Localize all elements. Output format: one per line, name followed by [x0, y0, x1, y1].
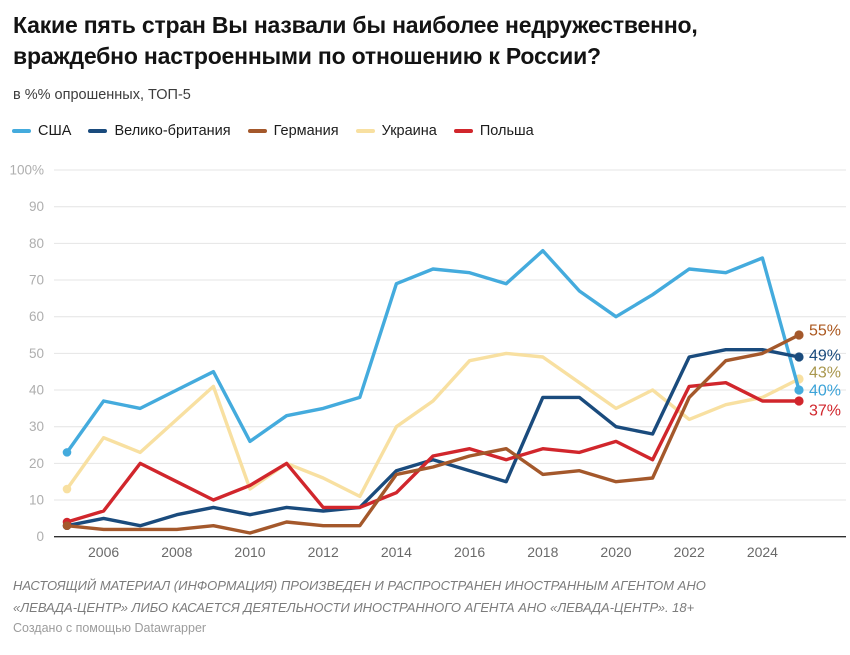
- legend-label-germany: Германия: [273, 123, 339, 139]
- x-tick-label-2018: 2018: [527, 544, 558, 560]
- y-tick-label-30: 30: [29, 419, 44, 434]
- legend-item-usa: США: [12, 123, 71, 139]
- line-poland: [65, 381, 801, 524]
- legend-label-poland: Польша: [479, 123, 534, 139]
- point-end-poland: [794, 396, 804, 406]
- point-end-germany: [794, 330, 804, 340]
- point-start-usa: [62, 448, 72, 457]
- y-tick-label-50: 50: [29, 346, 44, 361]
- chart-subtitle: в %% опрошенных, ТОП-5: [13, 87, 191, 103]
- y-tick-label-20: 20: [29, 456, 44, 471]
- x-tick-label-2020: 2020: [600, 544, 631, 560]
- point-end-usa: [794, 385, 804, 395]
- legend-item-ukraine: Украина: [355, 123, 437, 139]
- line-germany: [65, 333, 801, 535]
- point-start-germany: [62, 521, 72, 530]
- y-tick-label-40: 40: [29, 383, 44, 398]
- y-tick-label-0: 0: [36, 529, 44, 544]
- end-label-usa: 40%: [809, 383, 841, 400]
- legend: США Велико-британия Германия Украина Пол…: [12, 123, 534, 139]
- x-tick-label-2008: 2008: [161, 544, 192, 560]
- end-label-uk: 49%: [809, 348, 841, 365]
- y-tick-label-80: 80: [29, 236, 44, 251]
- point-end-uk: [794, 352, 804, 362]
- chart-title: Какие пять стран Вы назвали бы наиболее …: [13, 10, 837, 72]
- y-tick-label-100: 100%: [9, 163, 44, 178]
- legend-item-poland: Польша: [453, 123, 534, 139]
- end-label-ukraine: 43%: [809, 365, 841, 382]
- legend-swatch-germany: [247, 129, 267, 133]
- legend-item-germany: Германия: [247, 123, 339, 139]
- legend-label-usa: США: [38, 123, 72, 139]
- datawrapper-credit: Создано с помощью Datawrapper: [13, 621, 207, 635]
- x-tick-label-2016: 2016: [454, 544, 485, 560]
- chart-title-line2: враждебно настроенными по отношению к Ро…: [13, 43, 601, 69]
- x-tick-label-2024: 2024: [747, 544, 778, 560]
- y-tick-label-10: 10: [29, 493, 44, 508]
- end-label-germany: 55%: [809, 323, 841, 340]
- legend-swatch-poland: [453, 129, 473, 133]
- legend-item-uk: Велико-британия: [88, 123, 231, 139]
- line-ukraine: [65, 351, 801, 499]
- legend-label-ukraine: Украина: [381, 123, 437, 139]
- y-tick-label-90: 90: [29, 199, 44, 214]
- legend-label-uk: Велико-британия: [114, 123, 231, 139]
- end-label-poland: 37%: [809, 403, 841, 420]
- y-tick-label-60: 60: [29, 309, 44, 324]
- x-tick-label-2006: 2006: [88, 544, 119, 560]
- foreign-agent-disclaimer: НАСТОЯЩИЙ МАТЕРИАЛ (ИНФОРМАЦИЯ) ПРОИЗВЕД…: [13, 578, 706, 615]
- line-uk: [65, 348, 801, 528]
- x-tick-label-2012: 2012: [308, 544, 339, 560]
- y-tick-label-70: 70: [29, 273, 44, 288]
- legend-swatch-ukraine: [355, 129, 375, 133]
- legend-swatch-usa: [12, 129, 31, 133]
- point-start-ukraine: [62, 484, 72, 494]
- x-tick-label-2010: 2010: [234, 544, 265, 560]
- line-usa: [65, 248, 801, 455]
- legend-swatch-uk: [88, 129, 108, 133]
- chart-title-line1: Какие пять стран Вы назвали бы наиболее …: [13, 12, 698, 38]
- x-tick-label-2022: 2022: [674, 544, 705, 560]
- x-tick-label-2014: 2014: [381, 544, 412, 560]
